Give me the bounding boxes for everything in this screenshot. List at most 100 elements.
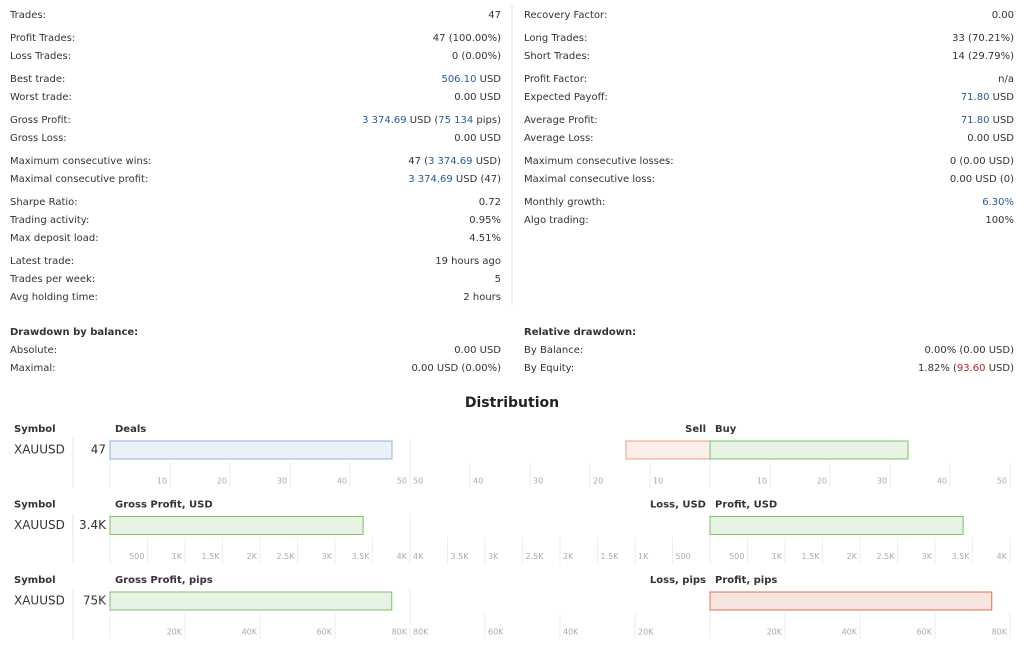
x-tick-label: 40	[473, 477, 483, 486]
stat-label: Profit Factor:	[524, 74, 587, 85]
stat-value-part: 0.00	[992, 10, 1014, 21]
stat-value-part: 19 hours ago	[435, 256, 501, 267]
stat-value: 0.00 USD	[967, 133, 1014, 144]
chart-title: Profit, USD	[715, 500, 777, 511]
stat-value-part: 3 374.69	[428, 156, 473, 167]
stat-value-part: 2 hours	[463, 292, 501, 303]
stat-value-part: 0 (0.00%)	[452, 51, 501, 62]
stat-value: 1.82% (93.60 USD)	[918, 363, 1014, 374]
stat-value-part: 0.00 USD	[454, 133, 501, 144]
stat-value: 2 hours	[463, 292, 501, 303]
stat-value-part: 0.00 USD (0)	[950, 174, 1014, 185]
stat-value-part: 0 (0.00 USD)	[950, 156, 1014, 167]
symbol: XAUUSD	[14, 594, 65, 608]
stat-label: Algo trading:	[524, 215, 589, 226]
x-tick-label: 10	[757, 477, 767, 486]
stat-value-part: 3 374.69	[362, 115, 407, 126]
stat-label: Average Profit:	[524, 115, 598, 126]
stat-value-part: 0.00 USD	[454, 92, 501, 103]
x-tick-label: 30	[277, 477, 287, 486]
stat-label: Profit Trades:	[10, 33, 75, 44]
chart-title: Gross Profit, USD	[115, 500, 213, 511]
x-tick-label: 2.5K	[877, 552, 896, 561]
x-tick-label: 60K	[488, 628, 504, 637]
stat-value: 33 (70.21%)	[952, 33, 1014, 44]
stat-value-part: 4.51%	[469, 233, 501, 244]
x-tick-label: 1K	[172, 552, 183, 561]
stat-value-part: 506.10	[441, 74, 476, 85]
x-tick-label: 1K	[638, 552, 649, 561]
stat-label: Short Trades:	[524, 51, 590, 62]
stat-value-part: 75 134	[438, 115, 473, 126]
stat-value: 506.10 USD	[441, 74, 501, 85]
stat-label: Maximal:	[10, 363, 55, 374]
stat-value: 6.30%	[982, 197, 1014, 208]
stat-label: Avg holding time:	[10, 292, 98, 303]
stat-label: Max deposit load:	[10, 233, 99, 244]
x-tick-label: 3.5K	[352, 552, 371, 561]
x-tick-label: 40K	[842, 628, 858, 637]
x-tick-label: 10	[157, 477, 167, 486]
stat-label: Latest trade:	[10, 256, 74, 267]
stat-value: 3 374.69 USD (47)	[408, 174, 501, 185]
x-tick-label: 3K	[922, 552, 933, 561]
stat-label: Worst trade:	[10, 92, 72, 103]
stat-label: Gross Loss:	[10, 133, 67, 144]
stat-label: Long Trades:	[524, 33, 587, 44]
stat-value-part: 0.00% (0.00 USD)	[924, 345, 1014, 356]
chart-title: Profit, pips	[715, 575, 777, 586]
stat-label: Maximum consecutive wins:	[10, 156, 151, 167]
x-tick-label: 40K	[242, 628, 258, 637]
chart-title: Deals	[115, 424, 146, 435]
x-tick-label: 20K	[167, 628, 183, 637]
stat-value-part: 47 (100.00%)	[433, 33, 501, 44]
stat-value-part: n/a	[998, 74, 1014, 85]
drawdown-title: Drawdown by balance:	[10, 327, 138, 338]
stat-value-part: USD (	[407, 115, 439, 126]
stat-label: Maximal consecutive profit:	[10, 174, 148, 185]
x-tick-label: 4K	[997, 552, 1008, 561]
x-tick-label: 2K	[247, 552, 258, 561]
stat-value: 71.80 USD	[961, 92, 1014, 103]
bar	[625, 440, 711, 460]
x-tick-label: 3K	[322, 552, 333, 561]
stat-label: Best trade:	[10, 74, 65, 85]
stat-value-part: 93.60	[957, 363, 986, 374]
distribution-title: Distribution	[465, 395, 559, 411]
bar	[709, 516, 964, 535]
stat-value-part: 47	[488, 10, 501, 21]
stat-value-part: USD)	[986, 363, 1015, 374]
x-tick-label: 2.5K	[277, 552, 296, 561]
symbol-header: Symbol	[14, 500, 56, 511]
x-tick-label: 4K	[397, 552, 408, 561]
symbol-header: Symbol	[14, 575, 56, 586]
symbol-total: 47	[91, 443, 106, 457]
x-tick-label: 1.5K	[601, 552, 620, 561]
stat-label: Maximum consecutive losses:	[524, 156, 674, 167]
chart-title: Loss, USD	[650, 500, 706, 511]
stat-label: Expected Payoff:	[524, 92, 608, 103]
stat-value: 0.00% (0.00 USD)	[924, 345, 1014, 356]
stat-value-part: 0.00 USD	[967, 133, 1014, 144]
x-tick-label: 20	[217, 477, 227, 486]
chart-title: Buy	[715, 424, 737, 435]
stat-label: Absolute:	[10, 345, 57, 356]
x-tick-label: 20	[817, 477, 827, 486]
stat-value-part: 47 (	[408, 156, 428, 167]
x-tick-label: 10	[653, 477, 663, 486]
symbol: XAUUSD	[14, 518, 65, 532]
chart-title: Sell	[685, 424, 706, 435]
stat-value-part: USD (47)	[453, 174, 501, 185]
symbol-total: 75K	[83, 594, 107, 608]
stat-value-part: 0.95%	[469, 215, 501, 226]
symbol-header: Symbol	[14, 424, 56, 435]
stat-value: 0.00 USD (0)	[950, 174, 1014, 185]
stat-label: Trading activity:	[9, 215, 89, 226]
x-tick-label: 40	[937, 477, 947, 486]
bar	[109, 516, 364, 535]
x-tick-label: 1K	[772, 552, 783, 561]
stat-value-part: 6.30%	[982, 197, 1014, 208]
stat-value: 0.00 USD	[454, 345, 501, 356]
x-tick-label: 30	[877, 477, 887, 486]
